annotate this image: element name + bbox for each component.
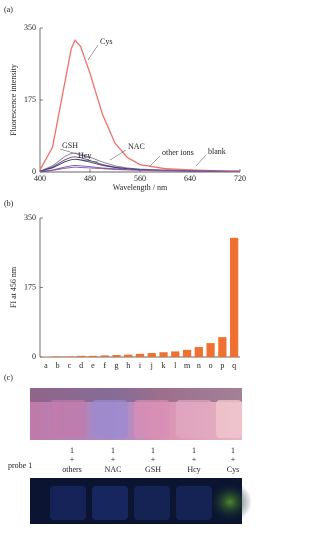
bar xyxy=(218,337,227,357)
x-tick-label: a xyxy=(44,361,48,370)
column-label: Hcy xyxy=(187,465,200,474)
annotation: Cys xyxy=(100,37,112,46)
bar xyxy=(159,352,168,357)
x-tick-label: q xyxy=(232,361,236,370)
panel-label: (c) xyxy=(4,373,13,382)
y-tick-label: 175 xyxy=(24,282,36,291)
x-tick-label: h xyxy=(126,361,130,370)
bar xyxy=(182,349,192,357)
x-tick-label: 400 xyxy=(34,174,46,183)
plus-sign: + xyxy=(70,455,75,464)
x-tick-label: f xyxy=(103,361,106,370)
bar xyxy=(230,237,239,357)
annotation-arrow xyxy=(149,155,161,167)
probe-mark: 1 xyxy=(192,446,196,455)
x-tick-label: b xyxy=(56,361,60,370)
x-tick-label: j xyxy=(150,361,153,370)
plus-sign: + xyxy=(151,455,156,464)
annotation: other ions xyxy=(162,148,194,157)
column-label: Cys xyxy=(227,465,239,474)
probe-mark: 1 xyxy=(231,446,235,455)
x-tick-label: n xyxy=(197,361,201,370)
plus-sign: + xyxy=(111,455,116,464)
annotation-arrow xyxy=(87,44,99,61)
annotation: blank xyxy=(208,147,226,156)
column-label: GSH xyxy=(145,465,161,474)
probe-mark: 1 xyxy=(111,446,115,455)
x-axis-label: Wavelength / nm xyxy=(113,183,168,192)
x-tick-label: k xyxy=(162,361,166,370)
x-tick-label: 560 xyxy=(134,174,146,183)
y-tick-label: 175 xyxy=(24,95,36,104)
x-tick-label: p xyxy=(220,361,224,370)
bar xyxy=(65,356,74,357)
fluorescence-photo xyxy=(30,478,252,524)
annotation: NAC xyxy=(128,142,145,151)
annotation: Hcy xyxy=(78,151,91,160)
y-axis-label: Fluorescence intensity xyxy=(9,64,18,136)
x-tick-label: d xyxy=(79,361,83,370)
panel-label: (b) xyxy=(4,199,14,208)
bar xyxy=(53,356,62,357)
x-tick-label: e xyxy=(91,361,95,370)
x-tick-label: c xyxy=(68,361,72,370)
vial-photo xyxy=(30,388,242,440)
column-label: NAC xyxy=(105,465,122,474)
bar xyxy=(124,354,133,357)
x-tick-label: l xyxy=(174,361,177,370)
bar xyxy=(77,355,86,357)
bar xyxy=(194,347,203,357)
x-tick-label: o xyxy=(209,361,213,370)
y-tick-label: 350 xyxy=(24,23,36,32)
y-axis-label: FI at 456 nm xyxy=(9,266,18,308)
bar xyxy=(112,355,121,357)
x-tick-label: i xyxy=(139,361,142,370)
line xyxy=(39,39,241,172)
y-tick-label: 350 xyxy=(24,213,36,222)
figure: (a) (b) (c) probe 1 0 175 350 Fluorescence … xyxy=(4,5,252,524)
annotation-arrow xyxy=(109,149,127,161)
bar xyxy=(135,353,145,357)
column-label: others xyxy=(62,465,82,474)
x-tick-label: 480 xyxy=(84,174,96,183)
probe-mark: 1 xyxy=(70,446,74,455)
bar xyxy=(206,343,215,357)
x-tick-label: 720 xyxy=(234,174,246,183)
bar xyxy=(100,355,109,357)
annotation-arrow xyxy=(59,148,91,159)
line xyxy=(39,166,240,173)
bar xyxy=(88,355,98,357)
annotation: GSH xyxy=(62,141,78,150)
row-label: probe 1 xyxy=(8,461,32,470)
plus-sign: + xyxy=(231,455,236,464)
probe-mark: 1 xyxy=(151,446,155,455)
panel-label: (a) xyxy=(4,5,13,14)
bar xyxy=(147,353,156,357)
plus-sign: + xyxy=(192,455,197,464)
bar xyxy=(171,351,180,357)
annotation-arrow xyxy=(195,154,207,167)
y-tick-label: 0 xyxy=(32,167,36,176)
y-tick-label: 0 xyxy=(32,352,36,361)
x-tick-label: g xyxy=(114,361,118,370)
x-tick-label: 640 xyxy=(184,174,196,183)
x-tick-label: m xyxy=(184,361,191,370)
